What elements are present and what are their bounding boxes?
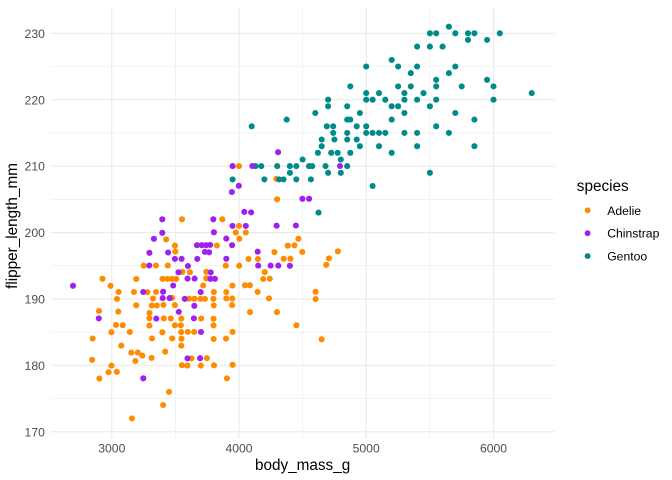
svg-text:Gentoo: Gentoo [607, 250, 647, 264]
svg-text:6000: 6000 [480, 442, 507, 456]
svg-text:flipper_length_mm: flipper_length_mm [4, 163, 21, 289]
svg-text:210: 210 [25, 160, 46, 174]
svg-text:220: 220 [25, 93, 46, 107]
svg-text:230: 230 [25, 27, 46, 41]
svg-text:Adelie: Adelie [607, 204, 641, 218]
svg-text:species: species [577, 178, 629, 195]
svg-text:Chinstrap: Chinstrap [607, 227, 659, 241]
svg-text:3000: 3000 [98, 442, 125, 456]
svg-text:5000: 5000 [353, 442, 380, 456]
svg-text:180: 180 [25, 359, 46, 373]
svg-text:190: 190 [25, 293, 46, 307]
svg-text:170: 170 [25, 425, 46, 439]
svg-text:200: 200 [25, 226, 46, 240]
svg-text:body_mass_g: body_mass_g [255, 457, 350, 474]
svg-text:4000: 4000 [225, 442, 252, 456]
